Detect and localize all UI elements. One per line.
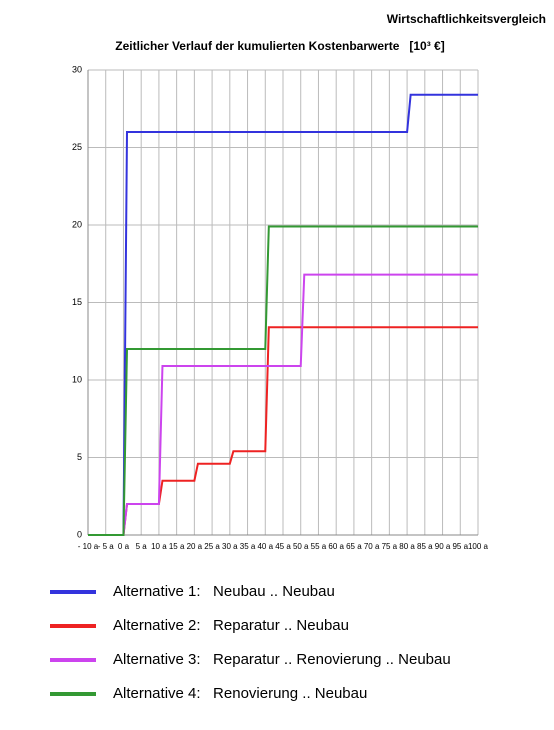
x-tick-label: 25 a [204, 542, 220, 551]
x-tick-label: 100 a [468, 542, 489, 551]
y-tick-label: 15 [72, 297, 82, 307]
y-tick-label: 0 [77, 529, 82, 539]
x-tick-label: 30 a [222, 542, 238, 551]
y-tick-label: 30 [72, 64, 82, 74]
legend-label: Alternative 3: Reparatur .. Renovierung … [113, 651, 451, 668]
x-tick-label: 5 a [136, 542, 148, 551]
series-line [88, 273, 478, 536]
legend-label: Alternative 2: Reparatur .. Neubau [113, 617, 349, 634]
legend-label: Alternative 4: Renovierung .. Neubau [113, 685, 367, 702]
series-line [88, 225, 478, 536]
header: Wirtschaftlichkeitsvergleich [387, 12, 546, 26]
series-line [88, 93, 478, 536]
x-tick-label: 75 a [382, 542, 398, 551]
x-tick-label: - 10 a [78, 542, 99, 551]
x-tick-label: 55 a [311, 542, 327, 551]
x-tick-label: - 5 a [98, 542, 115, 551]
legend-label: Alternative 1: Neubau .. Neubau [113, 583, 335, 600]
x-tick-label: 90 a [435, 542, 451, 551]
x-tick-label: 20 a [187, 542, 203, 551]
x-tick-label: 70 a [364, 542, 380, 551]
x-tick-label: 80 a [399, 542, 415, 551]
x-tick-label: 15 a [169, 542, 185, 551]
y-tick-label: 10 [72, 374, 82, 384]
y-tick-label: 20 [72, 219, 82, 229]
x-tick-label: 50 a [293, 542, 309, 551]
y-tick-label: 5 [77, 452, 82, 462]
x-tick-label: 65 a [346, 542, 362, 551]
x-tick-label: 10 a [151, 542, 167, 551]
x-tick-label: 45 a [275, 542, 291, 551]
x-tick-label: 40 a [257, 542, 273, 551]
x-tick-label: 35 a [240, 542, 256, 551]
x-tick-label: 85 a [417, 542, 433, 551]
x-tick-label: 0 a [118, 542, 130, 551]
x-tick-label: 95 a [452, 542, 468, 551]
x-tick-label: 60 a [328, 542, 344, 551]
y-tick-label: 25 [72, 142, 82, 152]
chart-title: Zeitlicher Verlauf der kumulierten Koste… [115, 39, 444, 53]
